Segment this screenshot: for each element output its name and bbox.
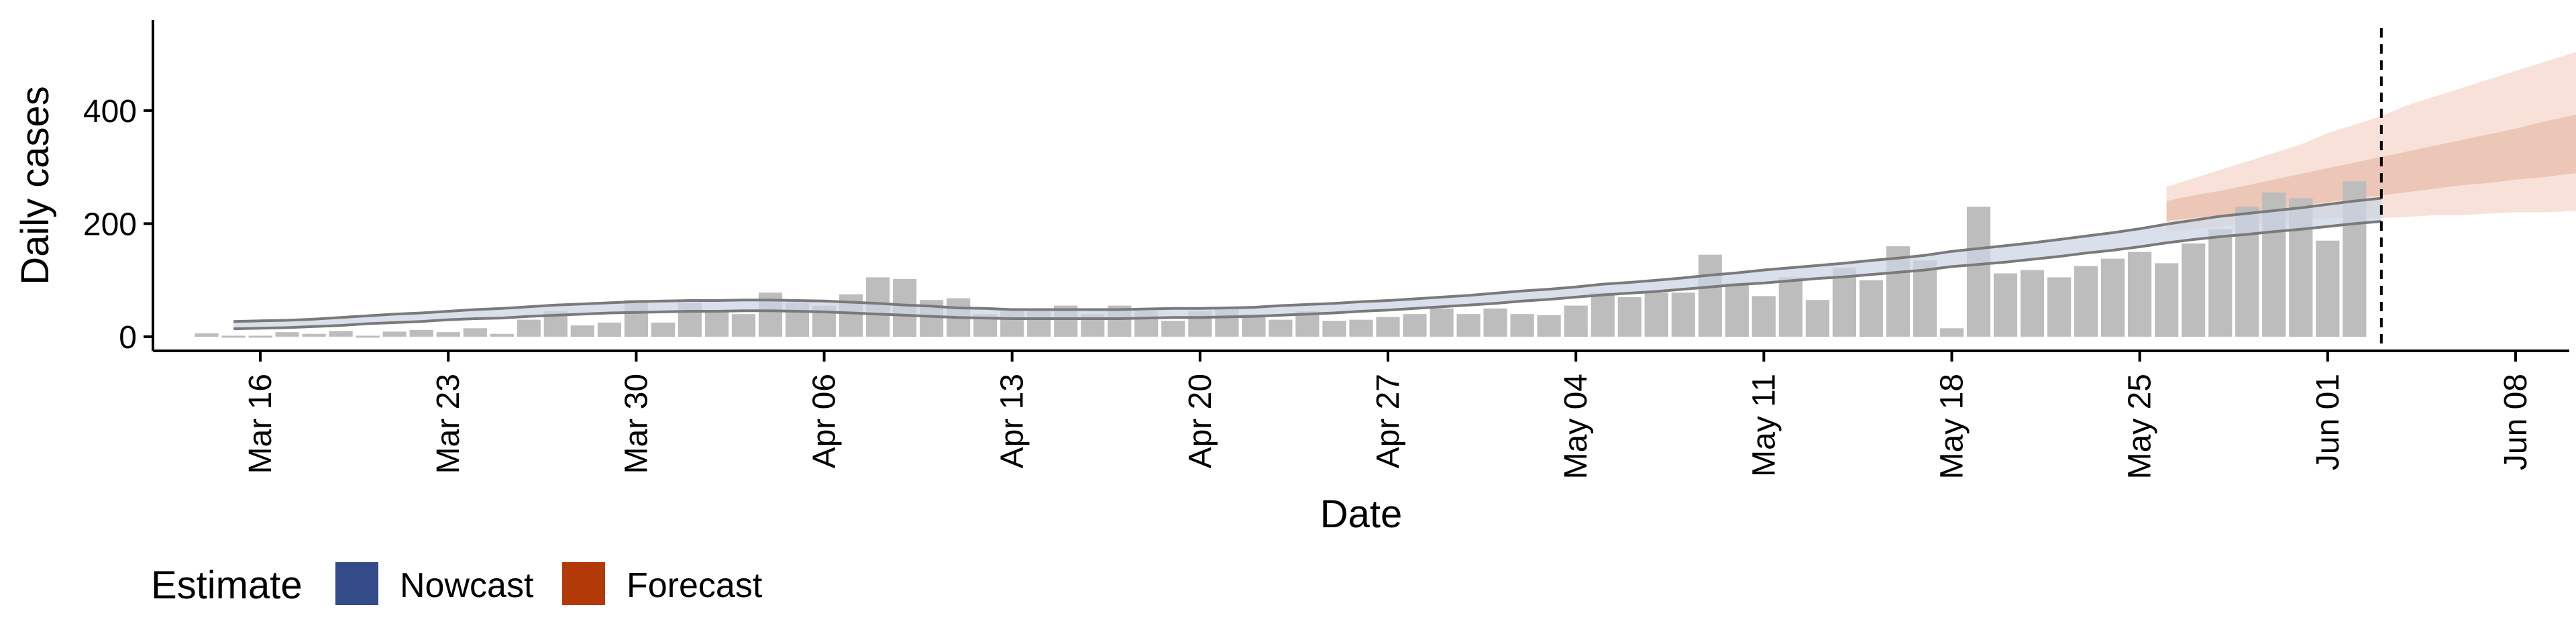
- y-tick-label: 200: [83, 207, 137, 242]
- case-bar: [248, 335, 272, 338]
- x-tick-label: Jun 08: [2498, 374, 2534, 470]
- case-bar: [1805, 300, 1829, 337]
- case-bar: [2047, 277, 2072, 337]
- case-bar: [1403, 314, 1427, 337]
- case-bar: [570, 325, 594, 337]
- case-bar: [1322, 321, 1346, 337]
- legend-title: Estimate: [151, 564, 303, 607]
- case-bar: [1939, 328, 1964, 337]
- x-axis-title: Date: [1320, 492, 1403, 536]
- case-bar: [1698, 254, 1722, 337]
- y-tick-label: 0: [119, 320, 137, 356]
- case-bar: [1483, 308, 1507, 337]
- nowcast-band: [233, 198, 2381, 329]
- nowcast-interval-lines: [233, 197, 2382, 331]
- case-bar: [2128, 252, 2152, 337]
- case-bar: [517, 319, 541, 337]
- y-tick-label: 400: [83, 94, 137, 129]
- x-tick-label: May 04: [1558, 374, 1594, 479]
- case-bar: [221, 335, 246, 338]
- x-tick-label: Mar 23: [431, 374, 466, 474]
- case-bar: [2208, 229, 2233, 337]
- case-bar: [1778, 277, 1803, 337]
- case-bar: [2101, 258, 2125, 337]
- case-bar: [1966, 207, 1991, 337]
- case-bar: [2316, 240, 2340, 337]
- legend-swatch-nowcast: [335, 562, 378, 605]
- x-tick-label: Apr 27: [1371, 374, 1406, 468]
- case-bar: [2074, 266, 2098, 337]
- x-tick-label: May 25: [2123, 374, 2158, 479]
- nowcast-upper-line: [233, 197, 2382, 323]
- case-bar: [731, 314, 756, 337]
- nowcast-lower-line: [233, 220, 2381, 331]
- x-tick-label: May 18: [1934, 374, 1970, 479]
- case-bar: [1564, 305, 1588, 337]
- y-axis-title: Daily cases: [13, 86, 57, 285]
- case-bar: [356, 335, 380, 338]
- case-bar: [382, 331, 407, 337]
- case-bar: [195, 333, 219, 337]
- x-tick-label: Jun 01: [2310, 374, 2346, 470]
- case-bar: [409, 329, 433, 337]
- legend-label-forecast: Forecast: [627, 566, 763, 605]
- x-tick-label: Mar 30: [619, 374, 654, 474]
- case-bar: [651, 322, 675, 337]
- case-bar: [1269, 319, 1293, 337]
- x-tick-label: Mar 16: [243, 374, 278, 474]
- case-bar: [2182, 243, 2206, 337]
- case-bar: [1430, 308, 1454, 337]
- case-bar: [1537, 315, 1561, 337]
- case-bar: [2155, 263, 2179, 337]
- case-bar: [1591, 292, 1615, 337]
- case-bar: [275, 332, 299, 337]
- case-bar: [436, 332, 460, 337]
- case-bar: [597, 322, 621, 337]
- case-bar: [1671, 292, 1695, 337]
- case-bar: [1161, 321, 1185, 337]
- case-bar: [704, 311, 729, 337]
- case-bar: [463, 328, 487, 337]
- legend-label-nowcast: Nowcast: [400, 566, 534, 605]
- case-bar: [1993, 273, 2018, 337]
- case-bar: [490, 333, 514, 337]
- x-tick-label: Apr 13: [995, 374, 1030, 468]
- case-bar: [302, 333, 326, 337]
- case-bar: [1644, 292, 1668, 337]
- case-bar: [1456, 314, 1481, 337]
- legend-swatch-forecast: [562, 562, 605, 605]
- case-bar: [1832, 268, 1856, 337]
- case-bar: [2020, 270, 2045, 337]
- case-bar: [1349, 319, 1373, 337]
- legend: Estimate Nowcast Forecast: [151, 562, 763, 607]
- case-bar: [1913, 260, 1937, 337]
- axes: 0 200 400 Mar 16 Mar 23 Mar 30 Apr 06 Apr 13 Apr…: [83, 20, 2569, 479]
- case-bar: [329, 331, 353, 337]
- case-bar: [1859, 280, 1883, 337]
- case-bar: [1376, 317, 1400, 337]
- case-bar: [1752, 296, 1776, 337]
- case-bar: [1617, 297, 1642, 337]
- x-tick-label: Apr 20: [1183, 374, 1218, 468]
- case-bar: [1725, 282, 1749, 337]
- case-bar: [1510, 314, 1534, 337]
- x-tick-label: Apr 06: [807, 374, 843, 468]
- x-tick-label: May 11: [1746, 374, 1782, 477]
